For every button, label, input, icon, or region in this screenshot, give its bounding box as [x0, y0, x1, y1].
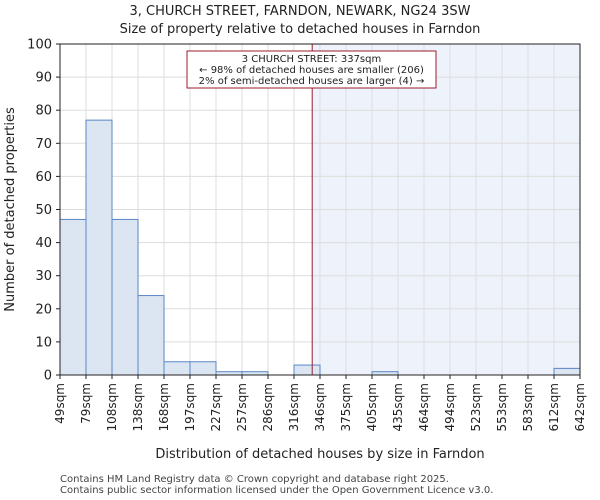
- chart-title: 3, CHURCH STREET, FARNDON, NEWARK, NG24 …: [129, 4, 471, 19]
- x-tick-label: 583sqm: [521, 383, 535, 431]
- y-tick-label: 80: [35, 104, 52, 119]
- histogram-bar: [85, 119, 113, 376]
- y-tick-label: 70: [35, 137, 52, 152]
- chart-subtitle: Size of property relative to detached ho…: [119, 22, 481, 37]
- y-tick-label: 20: [35, 302, 52, 317]
- annotation-line-2: ← 98% of detached houses are smaller (20…: [199, 65, 424, 76]
- x-tick-label: 464sqm: [417, 383, 431, 431]
- x-tick-label: 138sqm: [131, 383, 145, 431]
- annotation-box: 3 CHURCH STREET: 337sqm ← 98% of detache…: [186, 50, 437, 89]
- x-tick-label: 494sqm: [443, 383, 457, 431]
- x-tick-label: 375sqm: [339, 383, 353, 431]
- x-tick-label: 642sqm: [573, 383, 587, 431]
- annotation-line-1: 3 CHURCH STREET: 337sqm: [242, 54, 381, 65]
- annotation-box-frame: [186, 50, 437, 89]
- x-tick-label: 227sqm: [209, 383, 223, 431]
- y-tick-label: 50: [35, 203, 52, 218]
- y-tick-label: 10: [35, 335, 52, 350]
- y-axis-label: Number of detached properties: [3, 107, 18, 312]
- x-axis-label: Distribution of detached houses by size …: [155, 447, 484, 462]
- x-tick-label: 553sqm: [495, 383, 509, 431]
- histogram-bar: [137, 295, 165, 376]
- annotation-line-3: 2% of semi-detached houses are larger (4…: [199, 76, 425, 87]
- histogram-bar: [163, 361, 191, 376]
- y-tick-label: 40: [35, 236, 52, 251]
- x-axis-ticks: 49sqm 79sqm 108sqm 138sqm 168sqm 197sqm 227sqm…: [53, 375, 587, 431]
- footer-line-2: Contains public sector information licen…: [60, 485, 494, 496]
- y-tick-label: 0: [44, 369, 52, 384]
- histogram-bar: [59, 218, 87, 376]
- x-tick-label: 197sqm: [183, 383, 197, 431]
- x-tick-label: 49sqm: [53, 383, 67, 424]
- x-tick-label: 435sqm: [391, 383, 405, 431]
- histogram-bar: [293, 364, 321, 376]
- x-tick-label: 346sqm: [313, 383, 327, 431]
- histogram-bar: [553, 367, 581, 376]
- y-tick-label: 100: [27, 38, 52, 53]
- histogram-bar: [111, 218, 139, 376]
- y-tick-label: 90: [35, 71, 52, 86]
- y-axis-ticks: 0 10 20 30 40 50 60 70 80 90 100: [27, 38, 60, 384]
- x-tick-label: 612sqm: [547, 383, 561, 431]
- y-tick-label: 30: [35, 269, 52, 284]
- x-tick-label: 405sqm: [365, 383, 379, 431]
- footer: Contains HM Land Registry data © Crown c…: [60, 474, 493, 496]
- x-tick-label: 257sqm: [235, 383, 249, 431]
- y-tick-label: 60: [35, 170, 52, 185]
- histogram-bar: [189, 361, 217, 376]
- x-tick-label: 168sqm: [157, 383, 171, 431]
- x-tick-label: 523sqm: [469, 383, 483, 431]
- x-tick-label: 79sqm: [79, 383, 93, 424]
- footer-line-1: Contains HM Land Registry data © Crown c…: [60, 474, 449, 485]
- x-tick-label: 316sqm: [287, 383, 301, 431]
- x-tick-label: 286sqm: [261, 383, 275, 431]
- x-tick-label: 108sqm: [105, 383, 119, 431]
